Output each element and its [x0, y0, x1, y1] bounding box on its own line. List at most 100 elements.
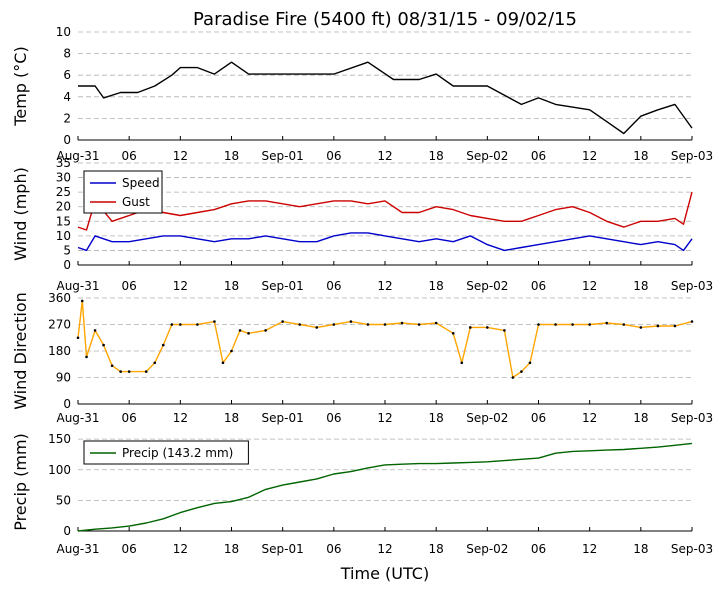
- temp-x-tick-label: 06: [326, 149, 341, 163]
- temp-x-tick-label: Sep-03: [671, 149, 713, 163]
- temp-x-tick-label: Sep-01: [262, 149, 304, 163]
- temp-y-axis-label: Temp (°C): [11, 46, 30, 126]
- temp-x-tick-label: Aug-31: [56, 149, 99, 163]
- direction-point: [673, 324, 677, 328]
- direction-point: [366, 323, 370, 326]
- direction-x-tick-label: 06: [531, 411, 546, 425]
- direction-y-tick-label: 0: [63, 397, 71, 411]
- direction-point: [520, 370, 523, 373]
- direction-point: [153, 361, 157, 365]
- precip-x-tick-label: 12: [173, 542, 188, 556]
- wind-x-tick-label: 12: [377, 279, 392, 293]
- x-axis-label: Time (UTC): [340, 564, 429, 583]
- direction-point: [85, 355, 88, 359]
- direction-y-tick-label: 270: [48, 318, 71, 332]
- temp-x-tick-label: 06: [531, 149, 546, 163]
- precip-panel: 0 50 100 150 Aug-31 06 12 18 Sep-01 06 12 18 Sep-02 0…: [11, 432, 713, 556]
- direction-point: [298, 323, 302, 326]
- direction-point: [656, 324, 660, 328]
- temp-y-tick-label: 2: [63, 111, 71, 125]
- precip-x-tick-label: Sep-02: [466, 542, 508, 556]
- precip-legend-label: Precip (143.2 mm): [122, 446, 233, 460]
- precip-x-tick-label: Sep-03: [671, 542, 713, 556]
- direction-point: [605, 321, 609, 325]
- direction-point: [230, 349, 233, 353]
- direction-point: [622, 323, 626, 326]
- precip-y-tick-label: 150: [48, 432, 71, 446]
- direction-point: [554, 323, 557, 326]
- direction-y-tick-label: 360: [48, 291, 71, 305]
- direction-point: [102, 343, 105, 347]
- wind-x-tick-label: Sep-03: [671, 279, 713, 293]
- wind-y-tick-label: 20: [56, 200, 71, 214]
- direction-point: [434, 321, 438, 325]
- direction-x-tick-label: Aug-31: [56, 411, 99, 425]
- wind-y-tick-label: 15: [56, 214, 71, 228]
- precip-x-tick-label: 06: [531, 542, 546, 556]
- temp-y-tick-label: 0: [63, 133, 71, 147]
- direction-point: [170, 323, 174, 326]
- temp-panel: 0 2 4 6 8 10 Aug-31 06 12 18 Sep-01 06 12 18 Sep-02 06 1…: [11, 25, 713, 163]
- direction-x-tick-label: Sep-01: [262, 411, 304, 425]
- temp-series-line: [78, 61, 693, 135]
- direction-point: [281, 320, 284, 323]
- chart-title: Paradise Fire (5400 ft) 08/31/15 - 09/02…: [193, 9, 577, 30]
- speed-series-line: [77, 232, 693, 252]
- wind-x-tick-label: 18: [224, 279, 239, 293]
- temp-y-tick-label: 8: [63, 47, 71, 61]
- wind-y-tick-label: 30: [56, 171, 71, 185]
- precip-x-tick-label: 18: [429, 542, 444, 556]
- direction-point: [417, 323, 421, 326]
- direction-point: [144, 370, 148, 373]
- wind-y-tick-label: 35: [56, 156, 71, 170]
- direction-point: [383, 323, 387, 326]
- precip-y-tick-label: 0: [63, 524, 71, 538]
- direction-x-tick-label: 12: [377, 411, 392, 425]
- precip-series-line: [77, 442, 693, 532]
- direction-point: [264, 329, 267, 332]
- direction-point: [349, 320, 353, 323]
- wind-direction-panel: 0 90 180 270 360 Aug-31 06 12 18 Sep-01 06 12 18 Sep-…: [11, 291, 713, 425]
- direction-x-tick-label: 18: [224, 411, 239, 425]
- direction-series-line: [77, 300, 693, 379]
- direction-point: [571, 323, 574, 326]
- direction-point: [451, 332, 455, 335]
- wind-y-axis-label: Wind (mph): [11, 167, 30, 261]
- direction-point: [119, 370, 122, 373]
- speed-legend-label: Speed: [122, 176, 160, 190]
- direction-point: [80, 299, 84, 303]
- precip-x-tick-label: 18: [224, 542, 239, 556]
- temp-y-tick-label: 6: [63, 68, 71, 82]
- precip-y-axis-label: Precip (mm): [11, 433, 30, 531]
- wind-x-tick-label: 06: [531, 279, 546, 293]
- direction-y-tick-label: 180: [48, 344, 71, 358]
- direction-x-tick-label: 18: [633, 411, 648, 425]
- wind-y-tick-label: 25: [56, 185, 71, 199]
- direction-point: [93, 329, 97, 332]
- direction-y-axis-label: Wind Direction: [11, 292, 30, 410]
- wind-legend: [83, 170, 163, 214]
- temp-x-tick-label: 18: [429, 149, 444, 163]
- direction-x-tick-label: 12: [582, 411, 597, 425]
- wind-x-tick-label: Sep-01: [262, 279, 304, 293]
- temp-y-tick-label: 10: [56, 25, 71, 39]
- gust-series-line: [77, 191, 693, 231]
- precip-y-tick-label: 100: [48, 463, 71, 477]
- direction-point: [247, 332, 250, 335]
- precip-x-tick-label: Aug-31: [56, 542, 99, 556]
- wind-x-tick-label: Aug-31: [56, 279, 99, 293]
- direction-point: [528, 361, 532, 365]
- direction-point: [690, 320, 694, 323]
- direction-point: [400, 321, 404, 325]
- temp-x-tick-label: 18: [633, 149, 648, 163]
- direction-point: [460, 361, 464, 365]
- direction-point: [238, 329, 242, 332]
- direction-x-tick-label: Sep-02: [466, 411, 508, 425]
- direction-point: [537, 323, 540, 326]
- wind-x-tick-label: 18: [429, 279, 444, 293]
- direction-point: [76, 336, 80, 340]
- direction-point: [161, 343, 165, 347]
- direction-point: [639, 326, 643, 329]
- temp-x-tick-label: 12: [173, 149, 188, 163]
